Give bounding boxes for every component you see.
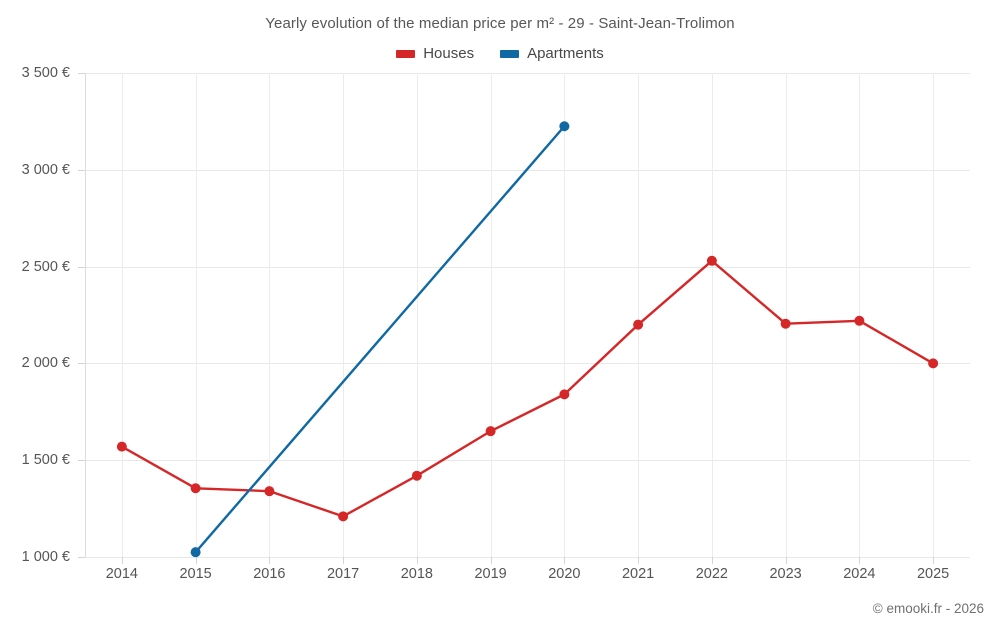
- x-axis-tick-label: 2019: [474, 566, 507, 582]
- x-axis-tick-label: 2016: [253, 566, 286, 582]
- x-axis-tick-mark: [859, 557, 861, 564]
- gridline-vertical: [859, 73, 861, 557]
- gridline-horizontal: [85, 73, 970, 74]
- legend-swatch-apartments: [500, 49, 520, 58]
- x-axis-tick-mark: [638, 557, 640, 564]
- x-axis-tick-label: 2020: [548, 566, 581, 582]
- data-point-houses[interactable]: [116, 441, 127, 452]
- gridline-vertical: [564, 73, 566, 557]
- x-axis-tick-mark: [490, 557, 492, 564]
- x-axis-tick-label: 2017: [326, 566, 360, 582]
- x-axis-tick-label: 2014: [105, 566, 139, 582]
- x-axis-tick-label: 2023: [769, 566, 802, 582]
- gridline-vertical: [121, 73, 123, 557]
- y-axis-spine: [85, 73, 86, 557]
- x-axis-tick-mark: [933, 557, 935, 564]
- series-line-houses: [120, 259, 935, 518]
- y-axis: 1 000 € 1 500 € 2 000 € 2 500 € 3 000 € 3 500…: [0, 0, 85, 625]
- gridline-horizontal: [85, 460, 970, 462]
- data-point-houses[interactable]: [411, 470, 422, 481]
- x-axis-tick-mark: [416, 557, 418, 564]
- x-axis-tick-mark: [564, 557, 566, 564]
- data-point-houses[interactable]: [338, 511, 349, 522]
- y-axis-tick-mark: [78, 169, 85, 171]
- y-axis-tick-label: 3 500 €: [21, 65, 70, 81]
- gridline-vertical: [638, 73, 640, 557]
- x-axis-tick-label: 2015: [179, 566, 212, 582]
- gridline-vertical: [416, 73, 418, 557]
- gridline-vertical: [195, 73, 197, 557]
- data-point-houses[interactable]: [485, 426, 496, 437]
- y-axis-tick-mark: [78, 266, 85, 268]
- y-axis-tick-label: 2 000 €: [21, 355, 70, 372]
- legend-item-houses[interactable]: Houses: [396, 45, 474, 62]
- y-axis-tick-label: 1 500 €: [21, 452, 70, 469]
- x-axis-tick-label: 2018: [400, 566, 434, 582]
- x-axis-tick-label: 2022: [695, 566, 729, 582]
- x-axis-tick-mark: [343, 557, 345, 564]
- x-axis-tick-mark: [269, 557, 271, 564]
- y-axis-tick-label: 3 000 €: [21, 161, 70, 178]
- data-point-houses[interactable]: [854, 315, 865, 326]
- data-point-houses[interactable]: [928, 358, 939, 369]
- plot-area: [85, 73, 970, 558]
- series-line-apartments: [194, 125, 566, 554]
- y-axis-tick-mark: [78, 73, 85, 74]
- y-axis-tick-label: 2 500 €: [21, 258, 70, 275]
- gridline-horizontal: [85, 557, 970, 558]
- x-axis-tick-mark: [121, 557, 123, 564]
- y-axis-tick-mark: [78, 363, 85, 365]
- footer-credit: © emooki.fr - 2026: [872, 601, 984, 616]
- y-axis-tick-label: 1 000 €: [21, 549, 70, 565]
- chart-legend: Houses Apartments: [0, 45, 1000, 62]
- x-axis-tick-mark: [711, 557, 713, 564]
- x-axis-tick-label: 2021: [621, 566, 655, 582]
- gridline-vertical: [711, 73, 713, 557]
- legend-label-houses: Houses: [423, 45, 475, 62]
- legend-swatch-houses: [396, 49, 416, 58]
- data-point-houses[interactable]: [559, 389, 570, 400]
- gridline-horizontal: [85, 266, 970, 268]
- gridline-vertical: [269, 73, 271, 557]
- gridline-vertical: [343, 73, 345, 557]
- gridline-vertical: [490, 73, 492, 557]
- data-point-houses[interactable]: [264, 486, 275, 497]
- data-point-apartments[interactable]: [559, 121, 570, 132]
- x-axis-tick-mark: [195, 557, 197, 564]
- legend-item-apartments[interactable]: Apartments: [500, 45, 604, 62]
- legend-label-apartments: Apartments: [527, 45, 604, 62]
- y-axis-tick-mark: [78, 460, 85, 462]
- x-axis-tick-label: 2025: [916, 566, 950, 582]
- x-axis-tick-label: 2024: [843, 566, 876, 582]
- gridline-horizontal: [85, 363, 970, 365]
- x-axis-tick-mark: [785, 557, 787, 564]
- y-axis-tick-mark: [78, 557, 85, 558]
- gridline-vertical: [933, 73, 935, 557]
- gridline-vertical: [785, 73, 787, 557]
- chart-title: Yearly evolution of the median price per…: [265, 15, 735, 32]
- data-point-apartments[interactable]: [190, 547, 201, 558]
- data-point-houses[interactable]: [706, 255, 717, 266]
- data-point-houses[interactable]: [780, 318, 791, 329]
- data-point-houses[interactable]: [633, 319, 644, 330]
- data-point-houses[interactable]: [190, 483, 201, 494]
